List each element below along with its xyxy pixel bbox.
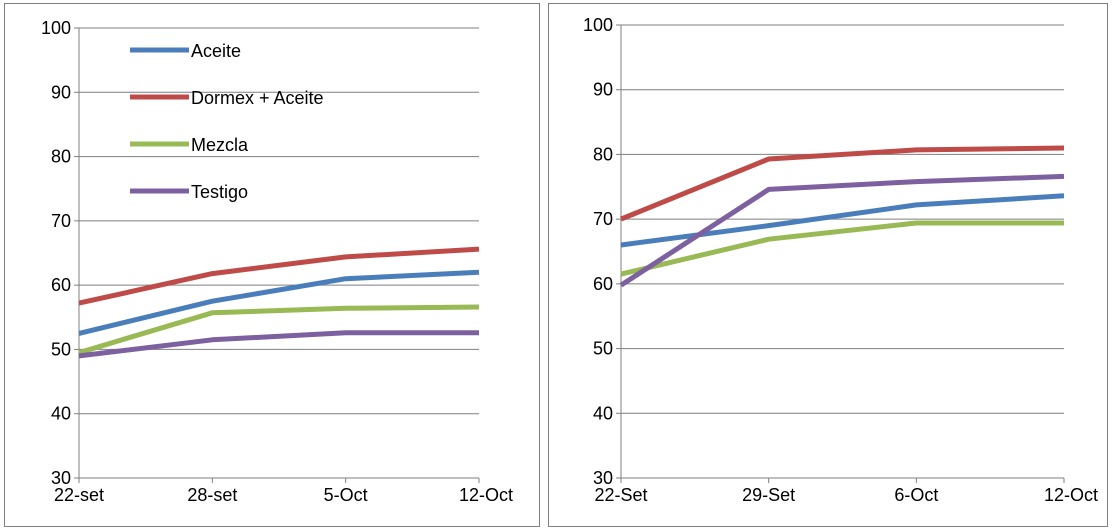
left-y-tick-label: 60 — [51, 275, 71, 295]
left-y-tick-label: 40 — [51, 404, 71, 424]
chart-right: 30 40 50 60 70 80 90 100 22-Set 29-Set 6-Oct 12-Oct — [548, 3, 1108, 527]
right-x-tick-label: 29-Set — [742, 485, 795, 505]
left-y-tick-label: 80 — [51, 147, 71, 167]
left-legend-label: Mezcla — [191, 135, 249, 155]
left-x-tick-label: 28-set — [187, 485, 237, 505]
right-y-tick-label: 80 — [593, 144, 613, 164]
right-series-series-2 — [620, 145, 1065, 222]
chart-left-plot: 30 40 50 60 70 80 90 100 22-set 28-set 5-Oct 12-Oct… — [41, 18, 513, 505]
left-series-dormex-aceite — [78, 246, 480, 306]
right-x-tick-label: 22-Set — [594, 485, 647, 505]
chart-right-plot: 30 40 50 60 70 80 90 100 22-Set 29-Set 6-Oct 12-Oct — [583, 15, 1098, 505]
right-series-series-3 — [620, 220, 1064, 277]
left-y-tick-label: 90 — [51, 82, 71, 102]
right-y-tick-label: 70 — [593, 209, 613, 229]
left-x-tick-label: 5-Oct — [324, 485, 368, 505]
left-series-testigo — [78, 330, 479, 359]
right-y-tick-label: 50 — [593, 339, 613, 359]
right-y-tick-label: 100 — [583, 15, 613, 35]
left-legend-label: Aceite — [191, 41, 241, 61]
left-legend-label: Dormex + Aceite — [191, 88, 324, 108]
left-y-tick-label: 100 — [41, 18, 71, 38]
right-y-tick-label: 60 — [593, 274, 613, 294]
right-y-tick-label: 90 — [593, 80, 613, 100]
left-y-tick-label: 50 — [51, 339, 71, 359]
left-y-tick-label: 30 — [51, 468, 71, 488]
left-series-mezcla — [78, 304, 480, 355]
left-x-tick-label: 22-set — [54, 485, 104, 505]
right-x-tick-label: 6-Oct — [894, 485, 938, 505]
left-legend-label: Testigo — [191, 182, 248, 202]
left-series-aceite — [78, 269, 480, 336]
chart-left: 30 40 50 60 70 80 90 100 22-set 28-set 5-Oct 12-Oct… — [4, 3, 540, 527]
left-x-tick-label: 12-Oct — [459, 485, 513, 505]
right-x-tick-label: 12-Oct — [1044, 485, 1098, 505]
right-series-series-1 — [620, 193, 1065, 248]
right-y-tick-label: 40 — [593, 403, 613, 423]
right-y-tick-label: 30 — [593, 468, 613, 488]
right-series-series-4 — [619, 173, 1065, 288]
left-y-tick-label: 70 — [51, 211, 71, 231]
